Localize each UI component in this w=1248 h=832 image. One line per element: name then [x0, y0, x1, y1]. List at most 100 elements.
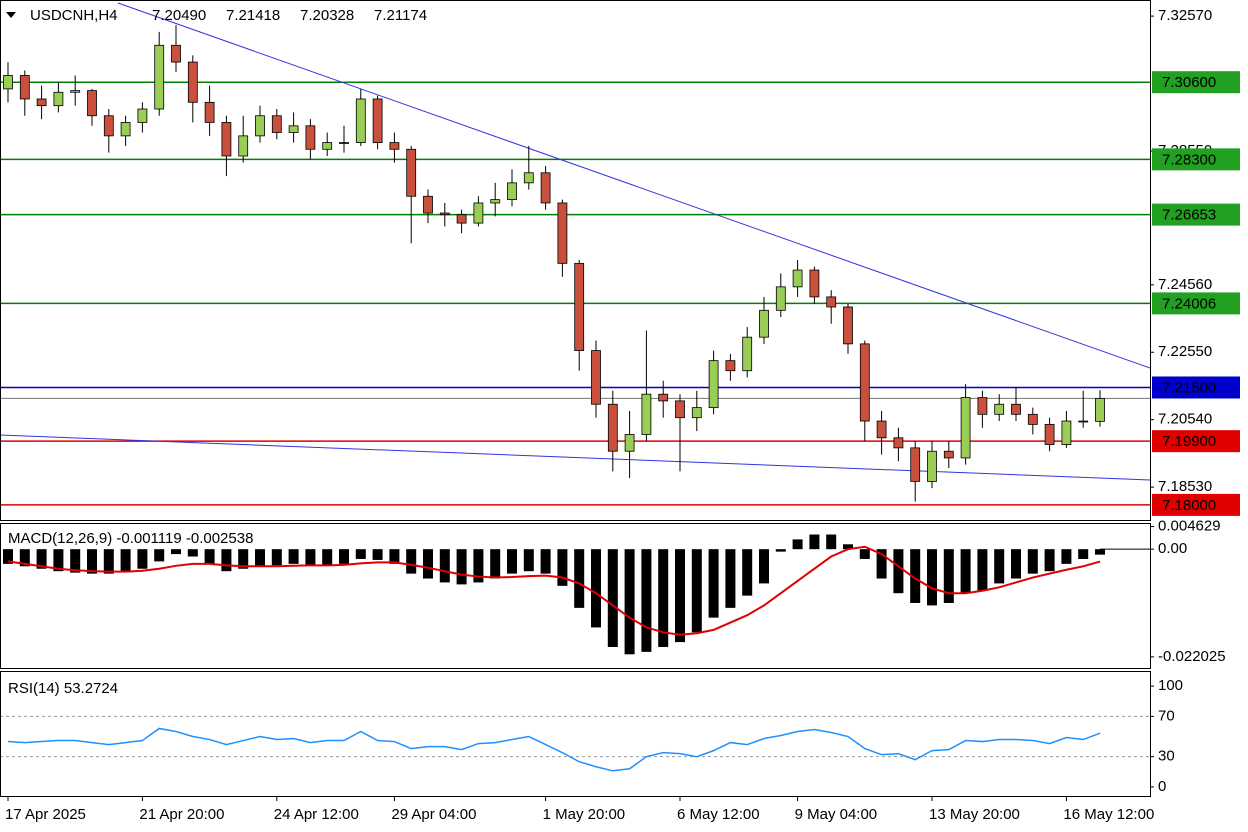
x-tick-label: 1 May 20:00 — [543, 806, 626, 823]
level-label-box — [1152, 203, 1240, 226]
candle-body — [1095, 398, 1105, 422]
symbol-title: USDCNH,H4 — [30, 7, 118, 24]
macd-bar — [120, 549, 131, 572]
candle-body — [423, 195, 433, 214]
y-tick-label: 7.20540 — [1158, 411, 1212, 428]
candle-body — [221, 122, 232, 157]
macd-bar — [523, 549, 534, 572]
x-tick-label: 16 May 12:00 — [1063, 806, 1154, 823]
candle-body — [103, 115, 114, 137]
candle-body — [154, 44, 165, 110]
y-tick-label: 7.24560 — [1158, 276, 1212, 293]
macd-bar — [19, 549, 30, 567]
macd-bar — [187, 549, 198, 557]
candle-body — [540, 172, 551, 204]
y-tick-label: 0.004629 — [1158, 518, 1221, 535]
menu-arrow[interactable] — [6, 12, 16, 18]
candle-body — [339, 142, 349, 144]
y-tick-label: 0.00 — [1158, 540, 1187, 557]
rsi-title: RSI(14) 53.2724 — [8, 680, 118, 697]
candle-body — [607, 403, 618, 452]
signal-line — [7, 545, 1101, 636]
macd-bar — [927, 549, 937, 606]
candle-body — [725, 360, 736, 372]
candle-body — [271, 115, 282, 133]
level-label: 7.24006 — [1162, 295, 1216, 312]
macd-bar — [1044, 549, 1055, 572]
candle-body — [893, 437, 904, 449]
ohlc-low: 7.20328 — [300, 7, 354, 24]
macd-bar — [87, 549, 97, 574]
candle-body — [255, 115, 265, 137]
macd-bar — [423, 549, 433, 579]
y-tick-label: 7.18530 — [1158, 478, 1212, 495]
candle-body — [238, 135, 249, 157]
macd-bar — [389, 549, 400, 564]
candle-body — [1011, 403, 1021, 415]
macd-bar — [473, 549, 484, 583]
macd-bar — [1095, 549, 1105, 555]
candle-body — [943, 450, 954, 459]
macd-bar — [406, 549, 417, 574]
macd-bar — [439, 549, 450, 583]
x-tick-label: 13 May 20:00 — [929, 806, 1020, 823]
candle-body — [658, 393, 669, 402]
candle-body — [927, 450, 937, 482]
macd-bar — [607, 549, 618, 647]
macd-bar — [994, 549, 1005, 584]
candle-body — [826, 296, 837, 308]
rsi-panel-frame — [0, 671, 1151, 797]
macd-bar — [960, 549, 971, 594]
trend-line — [117, 2, 1151, 369]
macd-bar — [574, 549, 585, 608]
macd-bar — [490, 549, 501, 579]
macd-bar — [1078, 549, 1089, 559]
macd-bar — [893, 549, 904, 594]
macd-bar — [288, 549, 299, 564]
candle-body — [641, 393, 652, 435]
candle-body — [843, 306, 853, 345]
candle-body — [456, 214, 467, 224]
candle-body — [322, 142, 333, 150]
macd-bar — [1061, 549, 1072, 564]
macd-bar — [3, 549, 13, 564]
macd-bar — [305, 549, 316, 565]
level-label-box — [1152, 292, 1240, 315]
rsi-line — [7, 727, 1101, 772]
candle-body — [775, 286, 786, 311]
candle-body — [204, 101, 215, 123]
candle-body — [691, 407, 702, 419]
candle-body — [1044, 423, 1055, 445]
macd-bar — [154, 549, 165, 562]
macd-bar — [624, 549, 635, 655]
macd-bar — [171, 549, 181, 555]
candle-body — [708, 360, 719, 409]
macd-bar — [271, 549, 282, 566]
macd-bar — [456, 549, 467, 585]
macd-bar — [809, 534, 820, 550]
x-tick-label: 29 Apr 04:00 — [391, 806, 476, 823]
level-label-box — [1152, 493, 1240, 516]
macd-bar — [322, 549, 333, 566]
macd-bar — [658, 549, 669, 647]
candle-body — [36, 98, 47, 107]
candle-body — [675, 400, 685, 419]
candle-body — [759, 309, 769, 338]
macd-bar — [221, 549, 232, 572]
macd-bar — [641, 549, 652, 652]
macd-panel-frame — [0, 523, 1151, 669]
macd-bar — [372, 549, 383, 560]
level-label: 7.19900 — [1162, 433, 1216, 450]
macd-bar — [977, 549, 988, 591]
macd-bar — [204, 549, 215, 564]
candle-body — [372, 98, 383, 143]
candle-body — [523, 172, 534, 184]
macd-bar — [943, 549, 954, 603]
macd-bar — [36, 549, 47, 569]
y-tick-label: 100 — [1158, 677, 1183, 694]
candle-body — [288, 125, 299, 133]
candle-body — [355, 98, 366, 143]
ohlc-close: 7.21174 — [374, 7, 427, 24]
macd-bar — [742, 549, 753, 596]
level-label-box — [1152, 430, 1240, 453]
